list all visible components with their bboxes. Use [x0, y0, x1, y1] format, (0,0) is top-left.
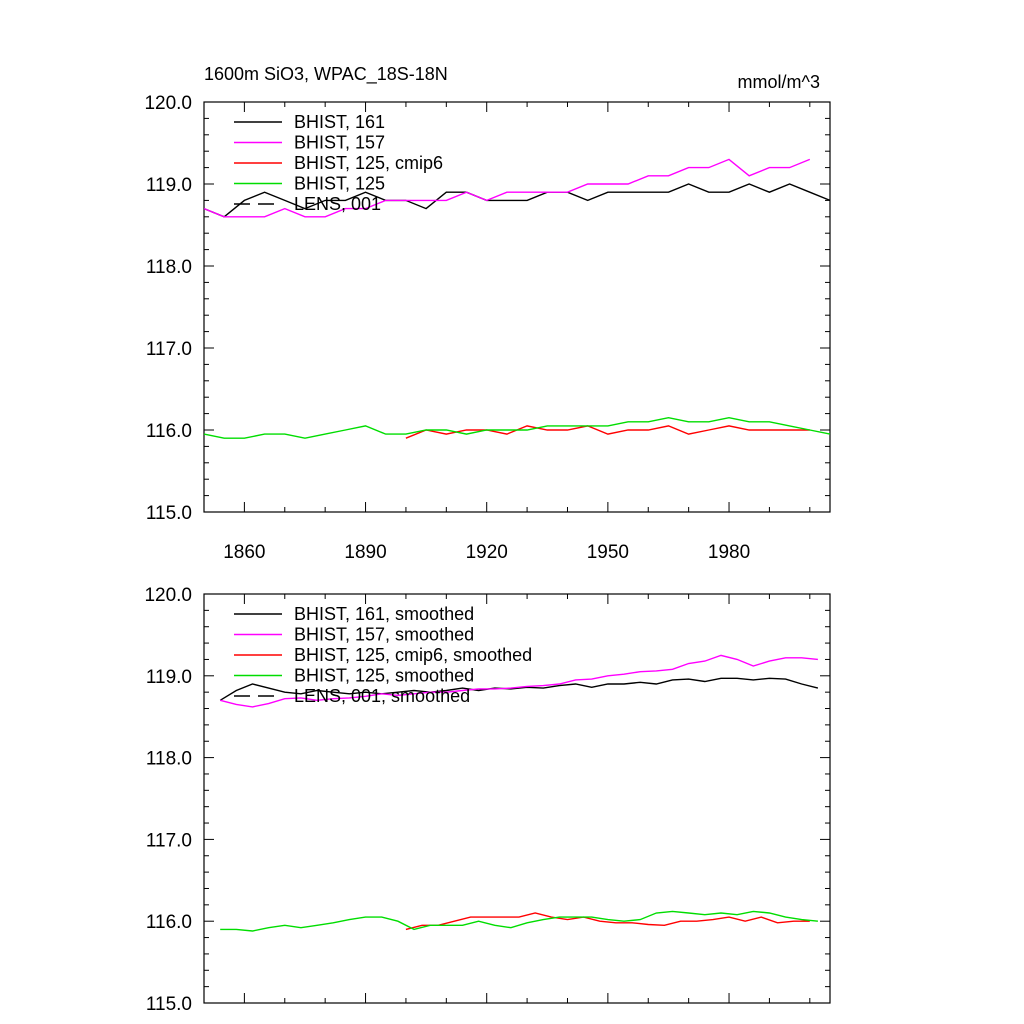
chart-title: 1600m SiO3, WPAC_18S-18N: [204, 64, 448, 85]
series-line: [219, 677, 819, 701]
series-line: [220, 654, 818, 708]
y-tick-label: 119.0: [146, 667, 192, 688]
legend-label: BHIST, 157, smoothed: [294, 625, 474, 645]
series-line: [405, 425, 810, 439]
y-tick-label: 115.0: [146, 994, 192, 1015]
units-label: mmol/m^3: [738, 72, 820, 92]
y-tick-label: 117.0: [146, 830, 192, 851]
x-tick-label: 1950: [587, 542, 629, 563]
y-tick-label: 116.0: [146, 912, 192, 933]
legend-label: LENS, 001, smoothed: [294, 686, 470, 706]
x-tick-label: 1920: [466, 542, 508, 563]
legend-label: BHIST, 157: [294, 133, 385, 153]
legend-label: BHIST, 161, smoothed: [294, 604, 474, 624]
legend-label: LENS, 001: [294, 194, 381, 214]
plot-frame: [203, 101, 831, 513]
y-tick-label: 120.0: [144, 585, 192, 606]
series-line: [203, 158, 811, 218]
legend-label: BHIST, 125, cmip6: [294, 153, 443, 173]
x-tick-label: 1860: [223, 542, 265, 563]
plot-frame: [203, 593, 831, 1004]
x-tick-label: 1890: [344, 542, 386, 563]
y-tick-label: 119.0: [146, 175, 192, 196]
y-tick-label: 118.0: [146, 257, 192, 278]
y-tick-label: 118.0: [146, 749, 192, 770]
legend-label: BHIST, 161: [294, 112, 385, 132]
series-line: [220, 910, 818, 932]
x-tick-label: 1980: [708, 542, 750, 563]
y-tick-label: 120.0: [144, 93, 192, 114]
chart-panel-top: 1600m SiO3, WPAC_18S-18N mmol/m^3 115.0 116…: [144, 64, 831, 563]
y-tick-label: 115.0: [146, 503, 192, 524]
legend-label: BHIST, 125, cmip6, smoothed: [294, 645, 532, 665]
y-tick-label: 116.0: [146, 421, 192, 442]
chart-panel-bottom: 115.0 116.0 117.0 118.0 119.0 120.0 BHIST, 161…: [144, 585, 831, 1015]
legend-label: BHIST, 125: [294, 174, 385, 194]
series-line: [203, 416, 831, 439]
series-line: [203, 183, 831, 218]
series-line: [405, 912, 810, 931]
legend-label: BHIST, 125, smoothed: [294, 666, 474, 686]
y-tick-label: 117.0: [146, 339, 192, 360]
